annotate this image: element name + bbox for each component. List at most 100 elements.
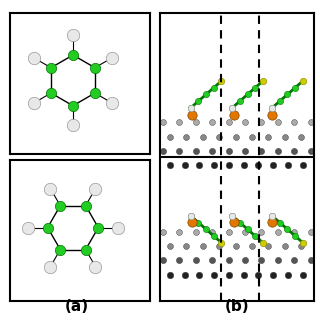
Point [193, 120, 198, 125]
Point [48, 65, 53, 70]
Point [300, 163, 305, 168]
Point [211, 233, 216, 238]
Point [245, 92, 250, 97]
Point [259, 229, 264, 234]
Point [226, 148, 231, 154]
Point [177, 148, 182, 154]
Point [188, 105, 193, 110]
Point [275, 148, 280, 154]
Point [184, 134, 189, 139]
Point [315, 134, 320, 139]
Point [193, 258, 198, 263]
Point [266, 244, 271, 249]
Point [243, 120, 248, 125]
Point [31, 100, 36, 106]
Point [210, 258, 215, 263]
Point [197, 163, 202, 168]
Point [275, 229, 280, 234]
Point [109, 55, 115, 60]
Point [92, 65, 98, 70]
Point [243, 229, 248, 234]
Point [241, 272, 246, 277]
Point [161, 148, 166, 154]
Point [83, 203, 88, 208]
Point [212, 163, 217, 168]
Point [48, 264, 53, 269]
Point [219, 78, 224, 84]
Point [269, 213, 275, 218]
Point [275, 258, 280, 263]
Point [204, 92, 209, 97]
Point [210, 148, 215, 154]
Point [269, 105, 275, 110]
Point [285, 92, 290, 97]
Point [167, 134, 172, 139]
Point [109, 100, 115, 106]
Point [226, 258, 231, 263]
Point [230, 213, 235, 218]
Point [260, 78, 265, 84]
Point [196, 220, 201, 225]
Point [96, 225, 101, 230]
Point [237, 99, 243, 104]
Text: (a): (a) [65, 299, 89, 314]
Point [58, 247, 63, 252]
Point [161, 229, 166, 234]
Point [292, 229, 297, 234]
Point [70, 33, 76, 38]
Point [241, 163, 246, 168]
Point [300, 240, 305, 245]
Point [204, 227, 209, 232]
Point [269, 105, 275, 110]
Point [249, 134, 254, 139]
Point [233, 134, 238, 139]
Point [210, 229, 215, 234]
Point [256, 163, 261, 168]
Point [188, 213, 193, 218]
Point [252, 233, 258, 238]
Point [197, 272, 202, 277]
Point [285, 227, 290, 232]
Point [256, 272, 261, 277]
Point [245, 227, 250, 232]
Point [70, 52, 76, 58]
Point [83, 247, 88, 252]
Point [231, 113, 236, 118]
Point [161, 120, 166, 125]
Point [308, 120, 313, 125]
Point [200, 244, 205, 249]
Point [25, 225, 30, 230]
Point [269, 213, 275, 218]
Point [92, 91, 98, 96]
Point [58, 203, 63, 208]
Point [193, 148, 198, 154]
Point [177, 229, 182, 234]
Point [227, 272, 232, 277]
Point [292, 120, 297, 125]
Point [269, 219, 275, 224]
Point [211, 85, 216, 90]
Point [48, 186, 53, 191]
Point [48, 91, 53, 96]
Point [308, 148, 313, 154]
Point [282, 244, 287, 249]
Point [226, 120, 231, 125]
Point [277, 220, 282, 225]
Point [45, 225, 50, 230]
Point [210, 120, 215, 125]
Point [188, 213, 193, 218]
Point [271, 272, 276, 277]
Point [252, 85, 258, 90]
Point [193, 229, 198, 234]
Point [259, 258, 264, 263]
Point [308, 258, 313, 263]
Point [271, 163, 276, 168]
Point [182, 163, 187, 168]
Point [243, 258, 248, 263]
Point [188, 105, 193, 110]
Point [282, 134, 287, 139]
Point [230, 105, 235, 110]
Point [292, 258, 297, 263]
Point [116, 225, 121, 230]
Point [285, 163, 291, 168]
